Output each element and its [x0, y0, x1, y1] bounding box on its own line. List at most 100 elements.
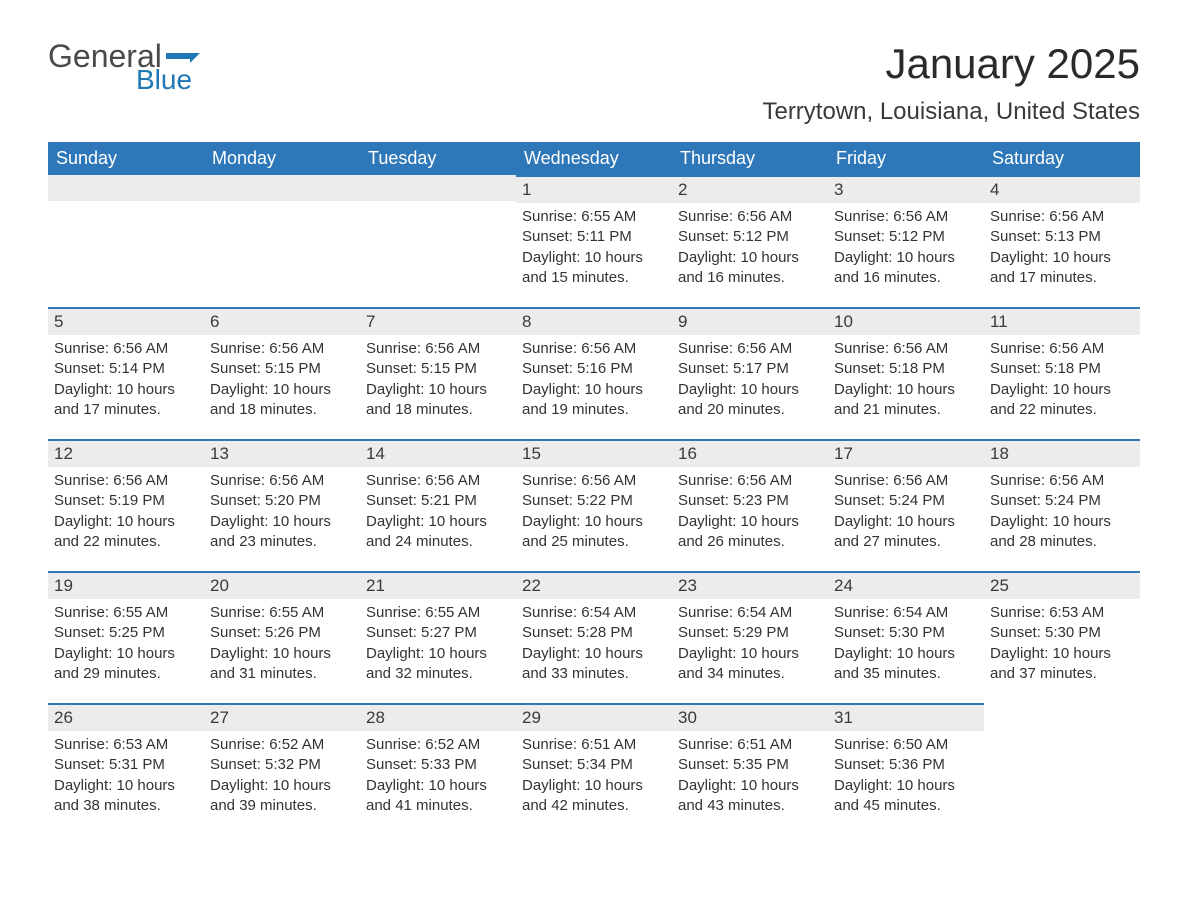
calendar-cell: 31Sunrise: 6:50 AMSunset: 5:36 PMDayligh…: [828, 703, 984, 835]
day-sunset: Sunset: 5:11 PM: [522, 227, 666, 247]
logo: General Blue: [48, 40, 200, 94]
day-details: Sunrise: 6:55 AMSunset: 5:25 PMDaylight:…: [48, 599, 204, 692]
day-number: 19: [48, 571, 204, 599]
day-sunrise: Sunrise: 6:56 AM: [522, 339, 666, 359]
day-details: Sunrise: 6:56 AMSunset: 5:20 PMDaylight:…: [204, 467, 360, 560]
calendar-cell: 1Sunrise: 6:55 AMSunset: 5:11 PMDaylight…: [516, 175, 672, 307]
weekday-header: Monday: [204, 142, 360, 175]
day-daylight: Daylight: 10 hours and 24 minutes.: [366, 512, 510, 553]
day-details: Sunrise: 6:56 AMSunset: 5:23 PMDaylight:…: [672, 467, 828, 560]
day-details: Sunrise: 6:56 AMSunset: 5:13 PMDaylight:…: [984, 203, 1140, 296]
day-daylight: Daylight: 10 hours and 22 minutes.: [54, 512, 198, 553]
calendar-cell: [48, 175, 204, 307]
day-sunset: Sunset: 5:28 PM: [522, 623, 666, 643]
day-sunset: Sunset: 5:19 PM: [54, 491, 198, 511]
day-daylight: Daylight: 10 hours and 45 minutes.: [834, 776, 978, 817]
day-number: 14: [360, 439, 516, 467]
calendar-cell: 16Sunrise: 6:56 AMSunset: 5:23 PMDayligh…: [672, 439, 828, 571]
calendar-cell: [360, 175, 516, 307]
day-sunset: Sunset: 5:20 PM: [210, 491, 354, 511]
day-daylight: Daylight: 10 hours and 32 minutes.: [366, 644, 510, 685]
day-details: Sunrise: 6:56 AMSunset: 5:18 PMDaylight:…: [984, 335, 1140, 428]
day-sunrise: Sunrise: 6:55 AM: [54, 603, 198, 623]
calendar-cell: 29Sunrise: 6:51 AMSunset: 5:34 PMDayligh…: [516, 703, 672, 835]
calendar-cell: 17Sunrise: 6:56 AMSunset: 5:24 PMDayligh…: [828, 439, 984, 571]
calendar-cell: 20Sunrise: 6:55 AMSunset: 5:26 PMDayligh…: [204, 571, 360, 703]
day-sunset: Sunset: 5:30 PM: [834, 623, 978, 643]
day-number: 29: [516, 703, 672, 731]
day-sunset: Sunset: 5:35 PM: [678, 755, 822, 775]
day-number: 27: [204, 703, 360, 731]
day-sunrise: Sunrise: 6:56 AM: [834, 471, 978, 491]
calendar-week: 12Sunrise: 6:56 AMSunset: 5:19 PMDayligh…: [48, 439, 1140, 571]
day-details: Sunrise: 6:56 AMSunset: 5:24 PMDaylight:…: [984, 467, 1140, 560]
calendar-cell: 13Sunrise: 6:56 AMSunset: 5:20 PMDayligh…: [204, 439, 360, 571]
day-number: 12: [48, 439, 204, 467]
day-number: 28: [360, 703, 516, 731]
day-number: 21: [360, 571, 516, 599]
day-sunrise: Sunrise: 6:52 AM: [366, 735, 510, 755]
day-sunrise: Sunrise: 6:54 AM: [522, 603, 666, 623]
day-sunset: Sunset: 5:31 PM: [54, 755, 198, 775]
weekday-header: Tuesday: [360, 142, 516, 175]
day-details: Sunrise: 6:56 AMSunset: 5:19 PMDaylight:…: [48, 467, 204, 560]
day-sunrise: Sunrise: 6:52 AM: [210, 735, 354, 755]
day-number: 18: [984, 439, 1140, 467]
day-daylight: Daylight: 10 hours and 17 minutes.: [990, 248, 1134, 289]
day-daylight: Daylight: 10 hours and 15 minutes.: [522, 248, 666, 289]
weekday-header: Wednesday: [516, 142, 672, 175]
calendar-cell: 28Sunrise: 6:52 AMSunset: 5:33 PMDayligh…: [360, 703, 516, 835]
calendar-cell: 10Sunrise: 6:56 AMSunset: 5:18 PMDayligh…: [828, 307, 984, 439]
day-sunset: Sunset: 5:12 PM: [834, 227, 978, 247]
calendar-cell: 7Sunrise: 6:56 AMSunset: 5:15 PMDaylight…: [360, 307, 516, 439]
day-details: Sunrise: 6:56 AMSunset: 5:15 PMDaylight:…: [204, 335, 360, 428]
day-details: Sunrise: 6:56 AMSunset: 5:12 PMDaylight:…: [828, 203, 984, 296]
day-details: Sunrise: 6:56 AMSunset: 5:17 PMDaylight:…: [672, 335, 828, 428]
calendar-cell: 3Sunrise: 6:56 AMSunset: 5:12 PMDaylight…: [828, 175, 984, 307]
day-sunrise: Sunrise: 6:56 AM: [210, 471, 354, 491]
day-details: Sunrise: 6:56 AMSunset: 5:15 PMDaylight:…: [360, 335, 516, 428]
calendar-cell: 21Sunrise: 6:55 AMSunset: 5:27 PMDayligh…: [360, 571, 516, 703]
day-daylight: Daylight: 10 hours and 21 minutes.: [834, 380, 978, 421]
day-details: Sunrise: 6:55 AMSunset: 5:27 PMDaylight:…: [360, 599, 516, 692]
page-title: January 2025: [762, 40, 1140, 88]
day-details: Sunrise: 6:54 AMSunset: 5:29 PMDaylight:…: [672, 599, 828, 692]
day-details: Sunrise: 6:53 AMSunset: 5:30 PMDaylight:…: [984, 599, 1140, 692]
calendar-cell: 30Sunrise: 6:51 AMSunset: 5:35 PMDayligh…: [672, 703, 828, 835]
day-number: 20: [204, 571, 360, 599]
calendar-cell: [204, 175, 360, 307]
day-daylight: Daylight: 10 hours and 18 minutes.: [366, 380, 510, 421]
day-sunrise: Sunrise: 6:55 AM: [210, 603, 354, 623]
day-number: 7: [360, 307, 516, 335]
day-details: Sunrise: 6:56 AMSunset: 5:12 PMDaylight:…: [672, 203, 828, 296]
day-daylight: Daylight: 10 hours and 33 minutes.: [522, 644, 666, 685]
day-daylight: Daylight: 10 hours and 35 minutes.: [834, 644, 978, 685]
day-sunrise: Sunrise: 6:56 AM: [678, 339, 822, 359]
day-sunrise: Sunrise: 6:50 AM: [834, 735, 978, 755]
calendar-cell: 4Sunrise: 6:56 AMSunset: 5:13 PMDaylight…: [984, 175, 1140, 307]
day-sunrise: Sunrise: 6:53 AM: [54, 735, 198, 755]
day-number: 9: [672, 307, 828, 335]
calendar-cell: [984, 703, 1140, 835]
day-details: Sunrise: 6:56 AMSunset: 5:24 PMDaylight:…: [828, 467, 984, 560]
location-text: Terrytown, Louisiana, United States: [762, 98, 1140, 126]
day-daylight: Daylight: 10 hours and 17 minutes.: [54, 380, 198, 421]
day-details: Sunrise: 6:52 AMSunset: 5:33 PMDaylight:…: [360, 731, 516, 824]
day-number: 25: [984, 571, 1140, 599]
day-sunset: Sunset: 5:15 PM: [210, 359, 354, 379]
day-number: 30: [672, 703, 828, 731]
day-details: Sunrise: 6:53 AMSunset: 5:31 PMDaylight:…: [48, 731, 204, 824]
day-sunrise: Sunrise: 6:55 AM: [522, 207, 666, 227]
calendar-cell: 19Sunrise: 6:55 AMSunset: 5:25 PMDayligh…: [48, 571, 204, 703]
calendar-cell: 14Sunrise: 6:56 AMSunset: 5:21 PMDayligh…: [360, 439, 516, 571]
day-number: 8: [516, 307, 672, 335]
day-number: 26: [48, 703, 204, 731]
calendar-cell: 9Sunrise: 6:56 AMSunset: 5:17 PMDaylight…: [672, 307, 828, 439]
weekday-header-row: SundayMondayTuesdayWednesdayThursdayFrid…: [48, 142, 1140, 175]
day-sunset: Sunset: 5:18 PM: [834, 359, 978, 379]
day-details: Sunrise: 6:54 AMSunset: 5:30 PMDaylight:…: [828, 599, 984, 692]
calendar-week: 19Sunrise: 6:55 AMSunset: 5:25 PMDayligh…: [48, 571, 1140, 703]
day-daylight: Daylight: 10 hours and 39 minutes.: [210, 776, 354, 817]
day-details: Sunrise: 6:51 AMSunset: 5:34 PMDaylight:…: [516, 731, 672, 824]
day-details: Sunrise: 6:56 AMSunset: 5:22 PMDaylight:…: [516, 467, 672, 560]
